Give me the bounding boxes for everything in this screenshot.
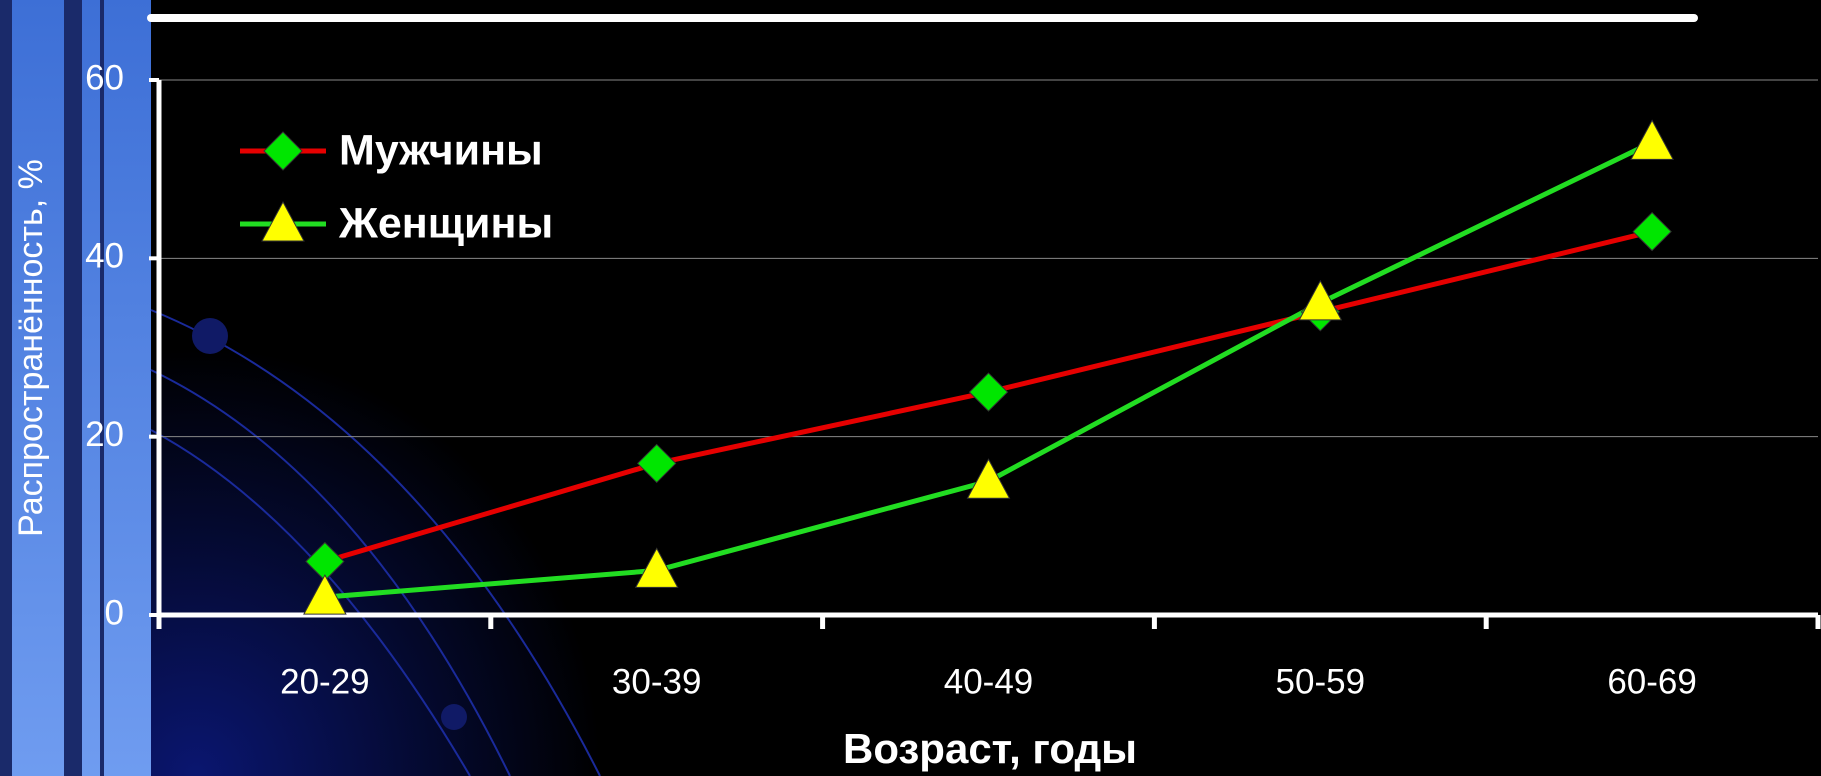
page: Возраст, годы Распространённость, % 0 20 4… bbox=[0, 0, 1821, 776]
y-tick-label: 20 bbox=[85, 415, 124, 454]
decor-dot bbox=[441, 704, 467, 730]
chart: Возраст, годы Распространённость, % 0 20 4… bbox=[0, 0, 1821, 776]
x-tick-label: 40-49 bbox=[944, 662, 1034, 701]
x-tick-label: 20-29 bbox=[280, 662, 370, 701]
y-axis-title: Распространённость, % bbox=[12, 159, 50, 537]
background-glow bbox=[151, 300, 601, 776]
legend-label: Женщины bbox=[338, 199, 553, 247]
x-tick-label: 30-39 bbox=[612, 662, 702, 701]
y-tick-label: 60 bbox=[85, 58, 124, 97]
x-tick-label: 60-69 bbox=[1607, 662, 1697, 701]
side-stripe bbox=[82, 0, 100, 776]
x-axis-title: Возраст, годы bbox=[843, 725, 1137, 772]
side-stripe bbox=[104, 0, 151, 776]
x-tick-label: 50-59 bbox=[1276, 662, 1366, 701]
legend-label: Мужчины bbox=[339, 126, 543, 174]
y-tick-label: 0 bbox=[105, 593, 124, 632]
y-tick-label: 40 bbox=[85, 237, 124, 276]
decor-dot bbox=[192, 318, 228, 354]
